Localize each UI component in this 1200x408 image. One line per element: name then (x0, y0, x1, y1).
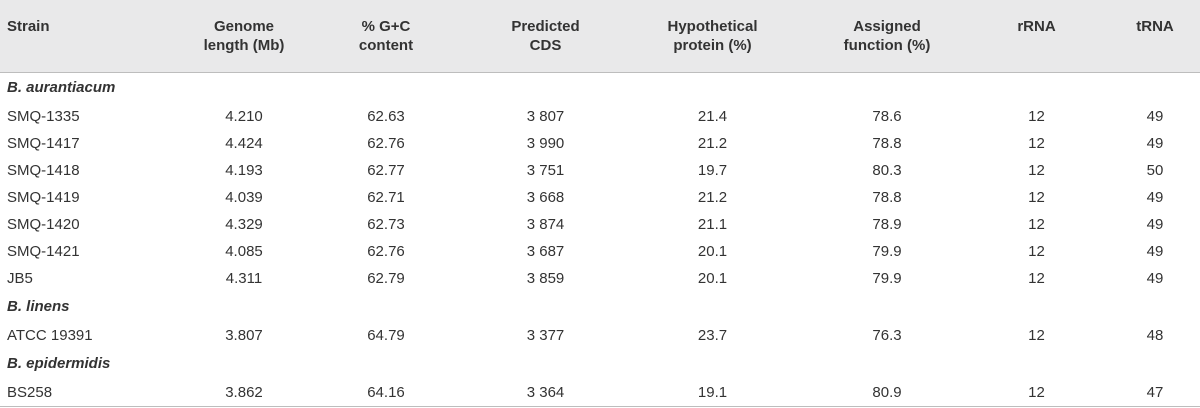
table-cell: 3 364 (462, 378, 629, 407)
table-cell: 3 377 (526, 326, 565, 344)
table-cell: 78.8 (872, 134, 902, 152)
strain-cell: BS258 (0, 378, 178, 407)
table-body: B. aurantiacum SMQ-1335 4.210 62.63 3 807 21.… (0, 72, 1200, 407)
table-cell: 3 859 (526, 269, 565, 287)
header-assigned-function: Assigned function (%) (843, 18, 931, 54)
table-cell: 3 751 (526, 161, 565, 179)
header-hypothetical-protein: Hypothetical protein (%) (667, 18, 758, 54)
table-cell: 20.1 (697, 269, 728, 287)
table-row: ATCC 19391 3.807 64.79 3 377 23.7 76.3 12 48 (0, 322, 1200, 349)
table-cell: 80.3 (872, 161, 902, 179)
strain-cell: SMQ-1420 (7, 215, 80, 233)
header-rrna: rRNA (1017, 18, 1056, 35)
table-cell: 62.79 (367, 269, 405, 287)
table-cell: 4.424 (225, 134, 263, 152)
table-cell: 62.71 (367, 188, 405, 206)
table-cell: 12 (978, 378, 1095, 407)
table-cell: 4.193 (225, 161, 263, 179)
table-cell: 49 (1146, 188, 1164, 206)
table-cell: 12 (1028, 134, 1045, 152)
table-cell: 4.085 (225, 242, 263, 260)
strain-cell: SMQ-1419 (7, 188, 80, 206)
table-cell: 12 (1028, 107, 1045, 125)
table-cell: 79.9 (872, 269, 902, 287)
table-row: SMQ-1421 4.085 62.76 3 687 20.1 79.9 12 49 (0, 238, 1200, 265)
table-cell: 4.210 (225, 107, 263, 125)
table-cell: 47 (1095, 378, 1200, 407)
header-trna: tRNA (1136, 18, 1174, 35)
group-label: B. aurantiacum (7, 79, 116, 96)
group-label: B. linens (7, 298, 70, 315)
group-label: B. epidermidis (7, 355, 111, 372)
strain-cell: SMQ-1335 (7, 107, 80, 125)
table-cell: 3.807 (225, 326, 263, 344)
table-row: SMQ-1335 4.210 62.63 3 807 21.4 78.6 12 49 (0, 103, 1200, 130)
table-cell: 49 (1146, 134, 1164, 152)
table-cell: 80.9 (796, 378, 978, 407)
table-cell: 62.77 (367, 161, 405, 179)
table-cell: 21.2 (697, 134, 728, 152)
strain-cell: SMQ-1421 (7, 242, 80, 260)
table-cell: 79.9 (872, 242, 902, 260)
header-predicted-cds: Predicted CDS (511, 18, 580, 54)
table-cell: 49 (1146, 269, 1164, 287)
table-cell: 3 807 (526, 107, 565, 125)
table-cell: 3 990 (526, 134, 565, 152)
table-cell: 49 (1146, 242, 1164, 260)
table-cell: 19.1 (629, 378, 796, 407)
table-cell: 12 (1028, 242, 1045, 260)
strain-cell: SMQ-1418 (7, 161, 80, 179)
table-cell: 49 (1146, 107, 1164, 125)
table-cell: 62.76 (367, 134, 405, 152)
table-cell: 78.6 (872, 107, 902, 125)
table-cell: 19.7 (697, 161, 728, 179)
table-row: SMQ-1417 4.424 62.76 3 990 21.2 78.8 12 49 (0, 130, 1200, 157)
group-row: B. aurantiacum (0, 72, 1200, 103)
table-cell: 12 (1028, 269, 1045, 287)
header-row: Strain Genome length (Mb) % G+C content Pr… (0, 0, 1200, 72)
table-cell: 12 (1028, 161, 1045, 179)
group-row: B. linens (0, 292, 1200, 322)
table-cell: 78.9 (872, 215, 902, 233)
strain-cell: JB5 (7, 269, 33, 287)
table-row: BS258 3.862 64.16 3 364 19.1 80.9 12 47 (0, 378, 1200, 407)
table-cell: 23.7 (697, 326, 728, 344)
table-row: JB5 4.311 62.79 3 859 20.1 79.9 12 49 (0, 265, 1200, 292)
table-cell: 50 (1146, 161, 1164, 179)
group-row: B. epidermidis (0, 349, 1200, 379)
header-gc-content: % G+C content (358, 18, 414, 54)
table-cell: 4.311 (225, 269, 263, 287)
table-cell: 49 (1146, 215, 1164, 233)
table-cell: 62.73 (367, 215, 405, 233)
table-cell: 4.329 (225, 215, 263, 233)
table-cell: 64.79 (367, 326, 405, 344)
table-cell: 62.63 (367, 107, 405, 125)
header-genome-length: Genome length (Mb) (203, 18, 285, 54)
table-row: SMQ-1420 4.329 62.73 3 874 21.1 78.9 12 49 (0, 211, 1200, 238)
table-cell: 4.039 (225, 188, 263, 206)
header-strain: Strain (7, 18, 50, 35)
table-cell: 12 (1028, 326, 1045, 344)
table-cell: 21.1 (697, 215, 728, 233)
table-cell: 62.76 (367, 242, 405, 260)
table-cell: 48 (1146, 326, 1164, 344)
table-cell: 12 (1028, 188, 1045, 206)
table-cell: 21.4 (697, 107, 728, 125)
table-cell: 78.8 (872, 188, 902, 206)
table-cell: 20.1 (697, 242, 728, 260)
table-cell: 21.2 (697, 188, 728, 206)
table-cell: 3 874 (526, 215, 565, 233)
table-cell: 3 687 (526, 242, 565, 260)
table-cell: 76.3 (872, 326, 902, 344)
table-cell: 3 668 (526, 188, 565, 206)
table-row: SMQ-1419 4.039 62.71 3 668 21.2 78.8 12 49 (0, 184, 1200, 211)
strain-cell: ATCC 19391 (7, 326, 93, 344)
table-cell: 12 (1028, 215, 1045, 233)
strain-cell: SMQ-1417 (7, 134, 80, 152)
table-cell: 3.862 (178, 378, 310, 407)
table-row: SMQ-1418 4.193 62.77 3 751 19.7 80.3 12 50 (0, 157, 1200, 184)
table-cell: 64.16 (310, 378, 462, 407)
